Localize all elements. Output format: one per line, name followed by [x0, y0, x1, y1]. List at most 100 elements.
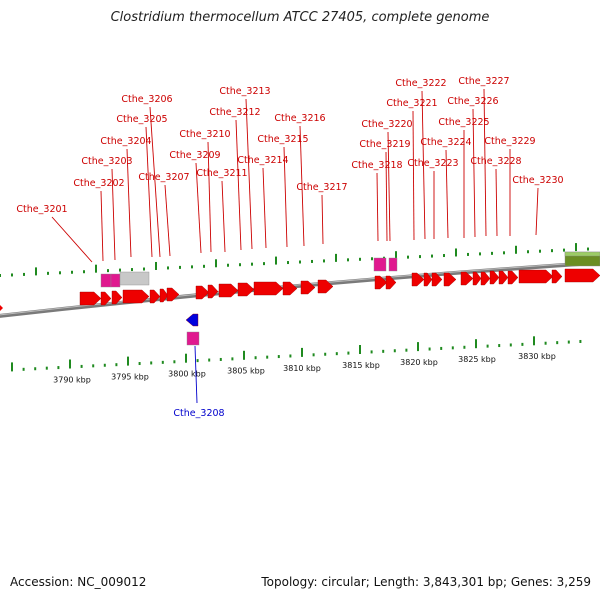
scale-label: 3810 kbp	[283, 364, 321, 373]
cds-arrow	[253, 281, 284, 296]
cds-arrow	[149, 289, 161, 304]
gene-label: Cthe_3227	[458, 76, 509, 87]
gene-label: Cthe_3213	[219, 86, 270, 97]
gene-label-leader	[51, 216, 93, 263]
cds-arrow	[100, 291, 112, 306]
gene-label: Cthe_3202	[73, 178, 124, 189]
rna-feature	[373, 257, 387, 272]
genome-summary-text: Topology: circular; Length: 3,843,301 bp…	[261, 575, 591, 589]
gene-label: Cthe_3221	[386, 98, 437, 109]
gene-label: Cthe_3226	[447, 96, 498, 107]
gene-label: Cthe_3229	[484, 136, 535, 147]
gene-label-leader	[385, 151, 388, 242]
cds-arrow	[111, 290, 123, 305]
cds-arrow	[443, 272, 457, 287]
gene-label: Cthe_3220	[361, 119, 412, 130]
gene-label-leader	[126, 148, 132, 258]
gene-label-leader	[262, 167, 267, 249]
gene-label-leader	[245, 98, 253, 250]
cds-arrow	[159, 288, 169, 303]
scale-label: 3805 kbp	[227, 367, 265, 376]
gene-label-leader	[387, 131, 391, 242]
cds-arrow	[195, 285, 210, 300]
gene-label-leader	[145, 126, 153, 258]
cds-arrow	[237, 282, 255, 297]
scale-label: 3815 kbp	[342, 361, 380, 370]
rna-feature	[388, 257, 398, 272]
cds-arrow	[498, 270, 509, 285]
gene-label-leader	[421, 90, 426, 240]
gene-label: Cthe_3222	[395, 78, 446, 89]
gene-label: Cthe_3218	[351, 160, 402, 171]
gene-label: Cthe_3219	[359, 139, 410, 150]
gene-label-leader	[111, 168, 116, 261]
scale-label: 3825 kbp	[458, 355, 496, 364]
cds-arrow	[431, 272, 443, 287]
gene-label: Cthe_3211	[196, 168, 247, 179]
gene-label-leader	[195, 162, 202, 254]
cds-arrow	[166, 287, 180, 302]
reverse-cds-arrow	[185, 313, 199, 327]
gene-label: Cthe_3204	[100, 136, 151, 147]
gene-label-leader	[164, 184, 171, 257]
gene-label-leader	[495, 168, 498, 237]
cds-arrow	[374, 275, 388, 290]
gene-label: Cthe_3208	[173, 408, 224, 419]
gene-label: Cthe_3201	[16, 204, 67, 215]
gene-label: Cthe_3217	[296, 182, 347, 193]
gene-label-leader	[321, 194, 324, 245]
cds-arrow	[122, 289, 150, 304]
cds-arrow	[507, 270, 519, 285]
cds-arrow	[423, 272, 433, 287]
gene-label-leader	[283, 146, 288, 248]
gene-label-leader	[535, 187, 539, 236]
cds-arrow	[460, 271, 474, 286]
feature-track	[0, 251, 600, 346]
gene-label: Cthe_3214	[237, 155, 288, 166]
gene-label: Cthe_3206	[121, 94, 172, 105]
gene-label-leader	[376, 172, 379, 242]
rna-feature	[100, 273, 112, 288]
scale-label: 3830 kbp	[518, 352, 556, 361]
cds-arrow	[518, 269, 554, 284]
gene-label: Cthe_3203	[81, 156, 132, 167]
gene-label: Cthe_3228	[470, 156, 521, 167]
accession-text: Accession: NC_009012	[10, 575, 147, 589]
cds-arrow	[472, 271, 482, 286]
cds-arrow	[551, 269, 563, 284]
genome-backbone-highlight	[0, 261, 600, 316]
scale-label: 3795 kbp	[111, 373, 149, 382]
cds-arrow	[0, 305, 3, 311]
cds-arrow	[564, 268, 600, 283]
gene-labels: Cthe_3201 Cthe_3202 Cthe_3203 Cthe_3204 Cthe…	[16, 76, 563, 419]
gene-label-leader	[472, 108, 476, 238]
gene-label-leader	[149, 106, 161, 258]
scale-label: 3790 kbp	[53, 375, 91, 384]
gene-label: Cthe_3207	[138, 172, 189, 183]
gene-label: Cthe_3225	[438, 117, 489, 128]
gene-label: Cthe_3209	[169, 150, 220, 161]
gene-label-leader	[221, 180, 226, 253]
gene-label-leader	[445, 149, 449, 239]
cds-arrow	[282, 281, 298, 296]
map-title: Clostridium thermocellum ATCC 27405, com…	[110, 10, 490, 25]
cds-arrow	[480, 271, 491, 286]
gene-label-leader	[100, 190, 104, 262]
cds-arrow	[489, 270, 500, 285]
gene-label: Cthe_3210	[179, 129, 230, 140]
genome-backbone	[0, 260, 600, 318]
cds-arrow	[385, 275, 397, 290]
gene-label-leader	[235, 119, 242, 251]
gene-label: Cthe_3230	[512, 175, 563, 186]
gene-label: Cthe_3216	[274, 113, 325, 124]
scale-label: 3820 kbp	[400, 358, 438, 367]
cds-arrow	[300, 280, 316, 295]
gene-label-leader	[299, 125, 305, 247]
gene-label: Cthe_3212	[209, 107, 260, 118]
gene-label: Cthe_3224	[420, 137, 471, 148]
gene-label-leader	[207, 141, 212, 253]
gene-label-leader	[194, 345, 198, 404]
rna-feature	[186, 331, 200, 346]
rna-feature	[110, 273, 121, 288]
